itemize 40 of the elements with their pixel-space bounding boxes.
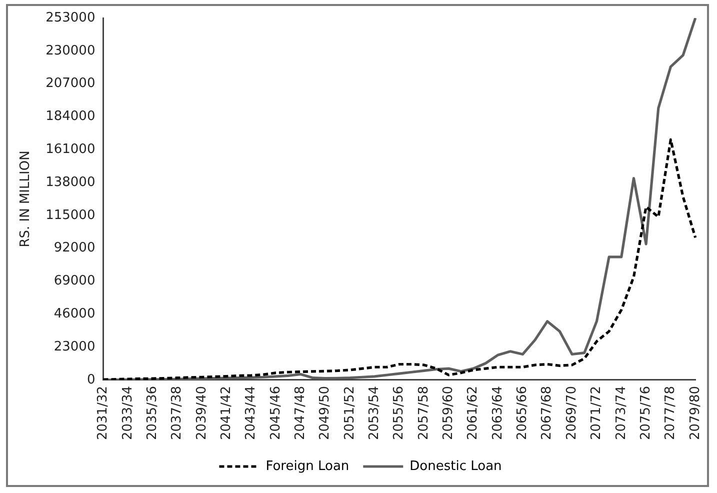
y-axis-title: RS. IN MILLION	[18, 150, 34, 248]
y-tick-label: 46000	[54, 306, 96, 322]
x-tick-label: 2079/80	[688, 386, 703, 440]
x-tick-label: 2037/38	[170, 386, 185, 440]
y-tick-label: 23000	[54, 339, 96, 354]
y-tick-label: 0	[86, 372, 96, 388]
y-tick-label: 92000	[54, 240, 96, 256]
x-tick-label: 2061/62	[466, 386, 481, 440]
x-tick-label: 2069/70	[564, 386, 580, 440]
y-tick-label: 161000	[46, 142, 96, 158]
x-tick-label: 2075/76	[638, 386, 654, 440]
x-tick-label: 2053/54	[367, 386, 382, 440]
x-tick-label: 2033/34	[120, 386, 136, 440]
y-tick-label: 207000	[46, 76, 96, 92]
x-tick-label: 2049/50	[318, 386, 333, 440]
x-tick-label: 2043/44	[244, 386, 259, 440]
x-tick-label: 2057/58	[416, 386, 432, 440]
legend-label: Foreign Loan	[266, 458, 350, 474]
x-tick-label: 2051/52	[342, 386, 358, 440]
x-tick-label: 2071/72	[589, 386, 604, 440]
x-tick-label: 2055/56	[392, 386, 407, 440]
x-tick-label: 2047/48	[292, 386, 308, 440]
y-tick-label: 230000	[46, 43, 96, 58]
y-tick-label: 253000	[46, 10, 96, 26]
legend-label: Donestic Loan	[410, 458, 502, 474]
x-tick-label: 2031/32	[96, 386, 111, 440]
y-tick-label: 184000	[46, 109, 96, 124]
y-tick-label: 138000	[46, 174, 96, 190]
y-tick-label: 115000	[46, 208, 96, 223]
x-tick-label: 2067/68	[540, 386, 555, 440]
x-tick-label: 2063/64	[490, 386, 506, 440]
x-tick-label: 2073/74	[614, 386, 629, 440]
x-tick-label: 2077/78	[663, 386, 678, 440]
x-tick-label: 2041/42	[218, 386, 234, 440]
x-tick-label: 2045/46	[268, 386, 284, 440]
y-tick-label: 69000	[54, 274, 96, 289]
x-tick-label: 2059/60	[441, 386, 456, 440]
x-tick-label: 2065/66	[515, 386, 530, 440]
x-tick-label: 2039/40	[194, 386, 210, 440]
x-tick-label: 2035/36	[144, 386, 160, 440]
